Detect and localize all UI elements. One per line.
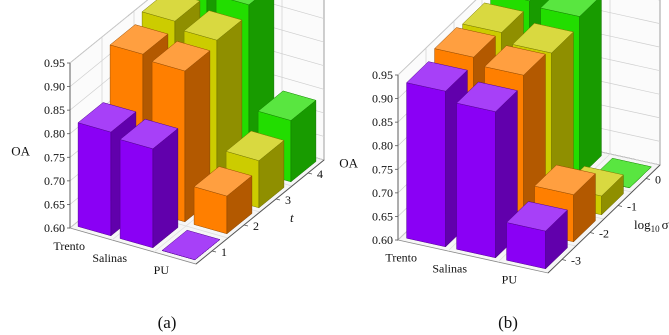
depth-tick [275,198,281,201]
bars [406,0,652,270]
depth-axis-label: t [290,210,294,225]
z-tick-label: 0.65 [44,197,65,211]
bar-face-top [406,61,468,92]
depth-tick [307,172,313,175]
chart-panel-b: 0.60 0.65 0.70 0.75 0.80 0.85 0.90 0.95 OA Trento… [339,0,669,287]
z-tick-label: 0.90 [44,80,65,94]
gridline [397,0,660,76]
bar-face-top [119,118,179,150]
caption-b: (b) [498,313,518,332]
depth-tick-label: 4 [317,167,323,181]
bar-pu--3 [506,201,568,270]
depth-tick [589,232,595,234]
bar-face-top [506,201,568,232]
depth-axis: 1 2 3 4 t [195,159,325,265]
depth-tick [211,250,217,253]
bar-face-top [462,2,524,33]
bar-face-top [534,164,596,195]
bar-face-top [484,45,546,76]
category-label: Trento [53,239,85,253]
z-tick-label: 0.95 [372,68,393,82]
bar-face-top [231,0,256,6]
bar-face-side [152,127,179,249]
category-label: Salinas [432,262,467,276]
z-tick-label: 0.70 [372,186,393,200]
bar-face-front [119,139,154,249]
bar-face-top [141,0,201,22]
z-tick-label: 0.70 [44,174,65,188]
bar-face-top [193,166,253,197]
category-label: Salinas [92,251,127,265]
bar-face-front [456,102,496,259]
bar-salinas-1 [119,118,179,249]
depth-axis: -3 -2 -1 0 log10 σ [547,164,669,274]
z-axis-label: OA [339,156,358,171]
bar-face-top [77,102,137,133]
depth-tick-label: -1 [627,200,637,214]
bar-face-top [151,41,211,72]
depth-axis-line [547,164,661,274]
z-axis-label: OA [11,144,30,159]
caption-a: (a) [158,313,177,332]
bar-face-top [512,23,574,54]
z-axis: 0.60 0.65 0.70 0.75 0.80 0.85 0.90 0.95 OA [11,56,71,235]
category-axis: Trento Salinas PU [385,251,517,287]
depth-tick-label: -2 [599,227,609,241]
z-tick-label: 0.60 [372,233,393,247]
chart-panel-a: 0.60 0.65 0.70 0.75 0.80 0.85 0.90 0.95 OA Trento… [11,0,325,277]
depth-tick-label: -3 [571,254,581,268]
bar-face-top [161,229,221,261]
depth-tick-label: 3 [285,193,291,207]
depth-tick [243,224,249,227]
depth-axis-line [195,159,325,265]
z-tick-label: 0.75 [44,150,65,164]
depth-tick-label: 0 [655,173,661,187]
depth-tick-label: 2 [253,219,259,233]
z-tick-label: 0.80 [372,139,393,153]
z-tick-label: 0.65 [372,209,393,223]
bar-face-top [456,81,518,112]
depth-tick [617,205,623,207]
z-tick-label: 0.90 [372,92,393,106]
depth-tick [561,259,567,261]
depth-tick-label: 1 [221,245,227,259]
z-tick-label: 0.85 [44,103,65,117]
bar-face-top [109,24,169,55]
z-tick-label: 0.85 [372,115,393,129]
z-tick-label: 0.80 [44,127,65,141]
z-tick-label: 0.60 [44,221,65,235]
z-axis: 0.60 0.65 0.70 0.75 0.80 0.85 0.90 0.95 OA [339,68,399,247]
bar-pu-1 [161,229,221,261]
gridline [69,0,149,64]
bar-pu-2 [193,166,253,235]
depth-tick [645,178,651,180]
category-label: PU [502,273,518,287]
category-axis: Trento Salinas PU [53,239,169,277]
bar-face-top [257,90,317,121]
bar-face-top [434,27,496,58]
z-tick-label: 0.95 [44,56,65,70]
bar-salinas--3 [456,81,518,259]
bar-face-top [524,0,531,2]
bar-face-front [406,82,446,248]
category-label: Trento [385,251,417,265]
z-tick-label: 0.75 [372,162,393,176]
bar-face-top [225,130,285,161]
depth-axis-label: log10 σ [634,217,669,234]
category-label: PU [154,263,170,277]
bar-face-top [183,10,243,41]
bars [77,0,317,261]
bar-face-side [579,0,602,178]
bar-face-top [540,0,598,17]
bar-face-front [77,122,112,237]
